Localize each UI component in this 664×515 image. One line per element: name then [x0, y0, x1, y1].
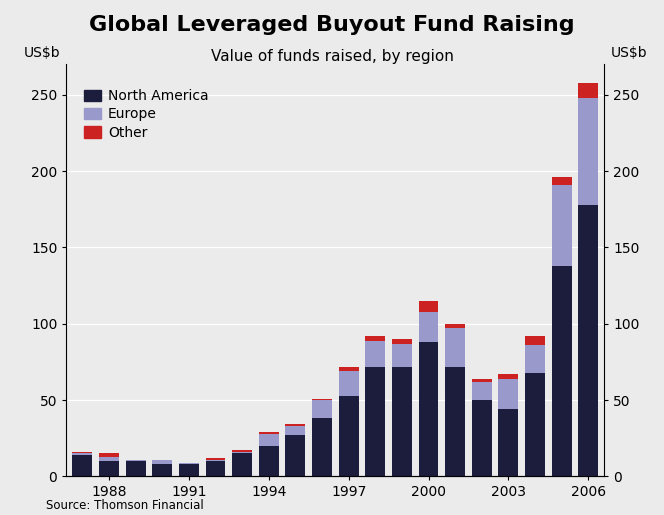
Bar [525, 336, 545, 345]
Bar [365, 336, 385, 340]
Bar [125, 459, 145, 461]
Bar [72, 452, 92, 454]
Text: US$b: US$b [23, 46, 60, 60]
Bar [206, 459, 226, 461]
Bar [445, 367, 465, 476]
Bar [72, 454, 92, 455]
Bar [525, 345, 545, 373]
Bar [179, 462, 199, 464]
Bar [259, 432, 279, 434]
Bar [472, 379, 492, 382]
Bar [259, 446, 279, 476]
Bar [179, 464, 199, 476]
Bar [339, 371, 359, 396]
Bar [72, 455, 92, 476]
Bar [312, 399, 332, 400]
Bar [499, 409, 519, 476]
Bar [578, 205, 598, 476]
Bar [525, 373, 545, 476]
Text: US$b: US$b [611, 46, 647, 60]
Bar [499, 374, 519, 379]
Bar [499, 379, 519, 409]
Bar [578, 98, 598, 205]
Bar [472, 382, 492, 400]
Legend: North America, Europe, Other: North America, Europe, Other [79, 83, 214, 145]
Bar [552, 266, 572, 476]
Bar [365, 340, 385, 367]
Bar [286, 435, 305, 476]
Bar [259, 434, 279, 446]
Bar [286, 424, 305, 426]
Bar [578, 83, 598, 98]
Bar [232, 454, 252, 476]
Bar [445, 324, 465, 329]
Bar [125, 461, 145, 476]
Bar [152, 464, 172, 476]
Bar [339, 367, 359, 371]
Text: Value of funds raised, by region: Value of funds raised, by region [210, 49, 454, 64]
Text: Global Leveraged Buyout Fund Raising: Global Leveraged Buyout Fund Raising [89, 15, 575, 36]
Bar [445, 329, 465, 367]
Bar [99, 454, 119, 456]
Bar [552, 177, 572, 185]
Bar [312, 400, 332, 418]
Bar [232, 452, 252, 454]
Bar [206, 461, 226, 476]
Bar [152, 459, 172, 464]
Bar [99, 461, 119, 476]
Bar [286, 426, 305, 435]
Bar [232, 451, 252, 452]
Bar [472, 400, 492, 476]
Bar [392, 367, 412, 476]
Bar [365, 367, 385, 476]
Bar [339, 396, 359, 476]
Text: Source: Thomson Financial: Source: Thomson Financial [46, 500, 205, 512]
Bar [392, 339, 412, 344]
Bar [552, 185, 572, 266]
Bar [418, 312, 438, 342]
Bar [312, 418, 332, 476]
Bar [418, 301, 438, 312]
Bar [392, 344, 412, 367]
Bar [418, 342, 438, 476]
Bar [99, 456, 119, 461]
Bar [206, 458, 226, 459]
